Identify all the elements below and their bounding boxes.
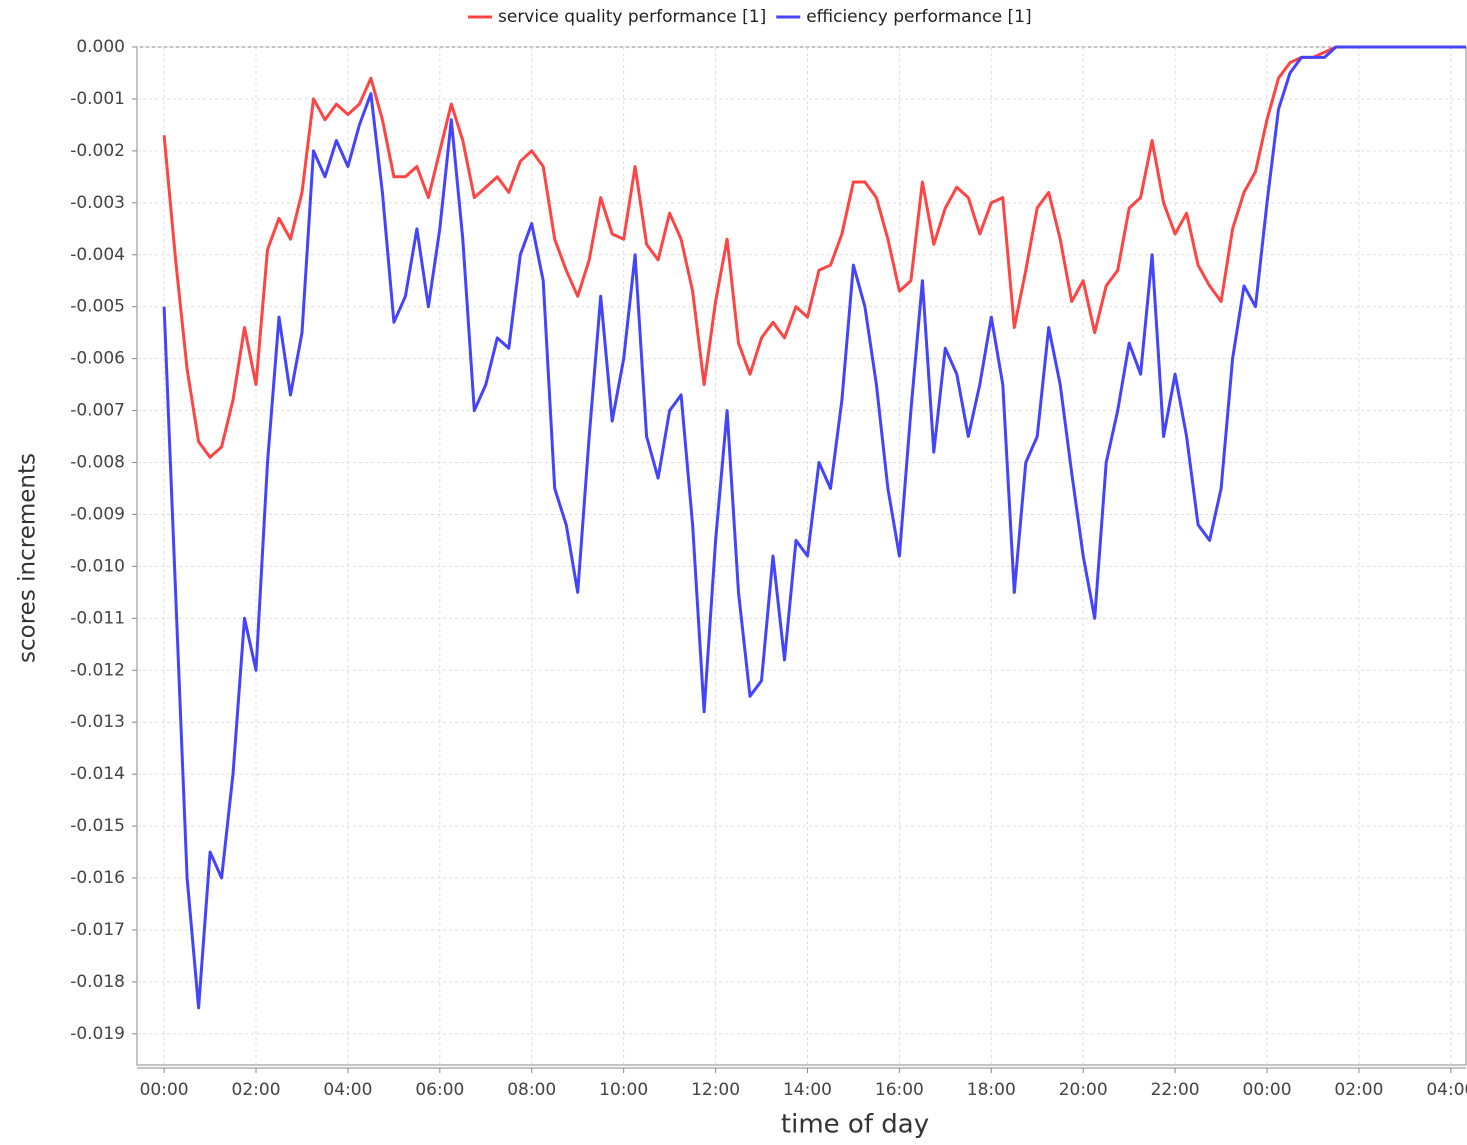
- x-tick-label: 10:00: [599, 1080, 648, 1100]
- x-tick-label: 12:00: [691, 1080, 740, 1100]
- y-tick-label: -0.002: [70, 141, 125, 161]
- y-tick-label: -0.017: [70, 920, 125, 940]
- x-tick-label: 02:00: [1334, 1080, 1383, 1100]
- y-tick-label: -0.005: [70, 297, 125, 317]
- series-line: [162, 45, 1466, 1010]
- y-tick-label: -0.016: [70, 868, 125, 888]
- y-tick-label: -0.004: [70, 245, 125, 265]
- x-tick-label: 00:00: [1243, 1080, 1292, 1100]
- x-tick-label: 00:00: [140, 1080, 189, 1100]
- y-tick-label: -0.008: [70, 453, 125, 473]
- y-tick-label: -0.011: [70, 608, 125, 628]
- x-tick-label: 06:00: [415, 1080, 464, 1100]
- y-tick-label: -0.003: [70, 193, 125, 213]
- y-tick-label: -0.015: [70, 816, 125, 836]
- series-line: [162, 45, 1466, 459]
- y-tick-label: -0.006: [70, 349, 125, 369]
- y-tick-label: -0.013: [70, 712, 125, 732]
- x-tick-label: 04:00: [323, 1080, 372, 1100]
- plot-area: [136, 46, 1467, 1066]
- x-tick-label: 02:00: [232, 1080, 281, 1100]
- legend-label: efficiency performance [1]: [806, 7, 1031, 27]
- x-tick-label: 08:00: [507, 1080, 556, 1100]
- y-tick-label: -0.014: [70, 764, 125, 784]
- x-axis-title: time of day: [781, 1110, 929, 1140]
- x-tick-label: 22:00: [1151, 1080, 1200, 1100]
- y-tick-label: -0.009: [70, 504, 125, 524]
- y-tick-label: -0.018: [70, 972, 125, 992]
- legend-label: service quality performance [1]: [498, 7, 766, 27]
- y-tick-label: 0.000: [76, 37, 125, 57]
- x-tick-label: 20:00: [1059, 1080, 1108, 1100]
- x-tick-label: 18:00: [967, 1080, 1016, 1100]
- y-axis-title: scores increments: [15, 453, 41, 663]
- x-tick-label: 14:00: [783, 1080, 832, 1100]
- y-tick-label: -0.007: [70, 401, 125, 421]
- x-tick-label: 04:00: [1426, 1080, 1467, 1100]
- x-tick-label: 16:00: [875, 1080, 924, 1100]
- y-tick-label: -0.012: [70, 660, 125, 680]
- y-tick-label: -0.019: [70, 1024, 125, 1044]
- y-tick-label: -0.001: [70, 89, 125, 109]
- y-tick-label: -0.010: [70, 556, 125, 576]
